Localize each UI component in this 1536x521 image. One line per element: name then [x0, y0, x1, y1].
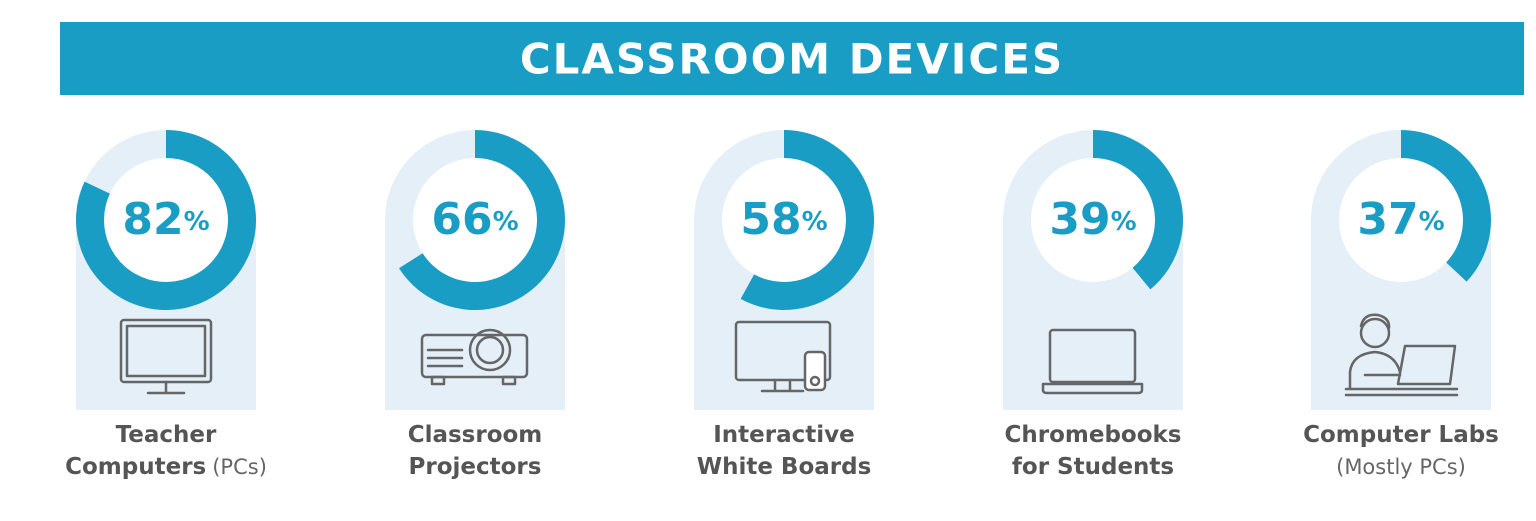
category-line: Computer Labs	[1303, 422, 1499, 448]
category-label: Computer Labs	[1303, 422, 1499, 448]
category-line: Computers	[65, 454, 206, 480]
category-line: Projectors	[409, 454, 542, 480]
value-label: 82%	[122, 194, 209, 245]
donut-segment	[740, 130, 874, 310]
value-label: 39%	[1049, 194, 1136, 245]
whiteboard-icon	[734, 320, 832, 393]
donut-segment	[76, 130, 256, 311]
donut-segment	[1401, 130, 1491, 282]
projector-icon	[420, 328, 529, 386]
monitor-icon	[119, 318, 213, 395]
donut-segment	[1093, 130, 1183, 290]
value-label: 37%	[1357, 194, 1444, 245]
donut-segment	[399, 130, 565, 310]
category-line: Interactive	[713, 422, 855, 448]
category-label: for Students	[1012, 454, 1174, 480]
category-line: Teacher	[116, 422, 217, 448]
category-label: Computers (PCs)	[65, 454, 267, 480]
category-line: White Boards	[697, 454, 872, 480]
category-label: Classroom	[408, 422, 543, 448]
category-line: Chromebooks	[1004, 422, 1181, 448]
value-label: 58%	[740, 194, 827, 245]
title-banner	[60, 22, 1524, 95]
donut-hole	[722, 158, 846, 282]
category-line: Classroom	[408, 422, 543, 448]
category-note: (PCs)	[212, 455, 267, 479]
category-label: Chromebooks	[1004, 422, 1181, 448]
donut-hole	[413, 158, 537, 282]
category-note: (Mostly PCs)	[1336, 455, 1466, 479]
category-note-line: (Mostly PCs)	[1336, 455, 1466, 479]
category-label: Interactive	[713, 422, 855, 448]
chart-title: CLASSROOM DEVICES	[520, 35, 1064, 84]
chromebook-icon	[1041, 328, 1144, 395]
donut-hole	[1031, 158, 1155, 282]
value-label: 66%	[431, 194, 518, 245]
computer-lab-icon	[1344, 313, 1459, 397]
category-label: Projectors	[409, 454, 542, 480]
category-label: Teacher	[116, 422, 217, 448]
category-label: White Boards	[697, 454, 872, 480]
icons	[119, 313, 1459, 397]
category-line: for Students	[1012, 454, 1174, 480]
donut-hole	[1339, 158, 1463, 282]
donut-hole	[104, 158, 228, 282]
